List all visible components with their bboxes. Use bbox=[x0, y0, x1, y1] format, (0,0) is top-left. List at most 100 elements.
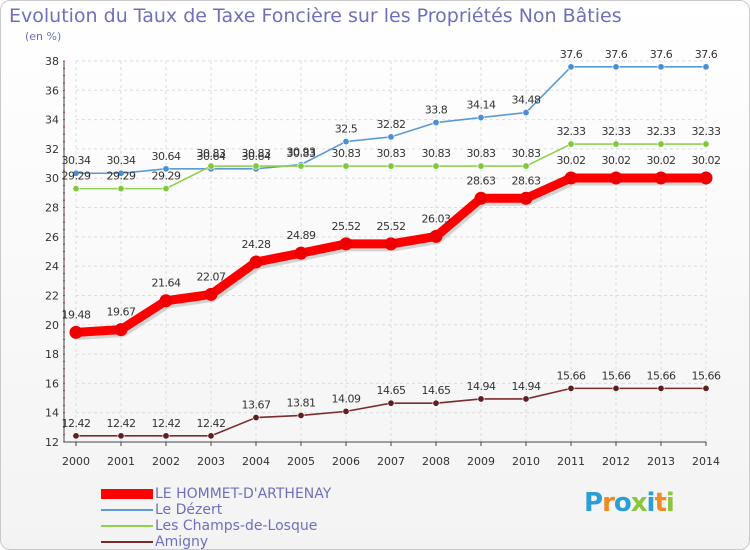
data-point bbox=[387, 162, 395, 170]
data-label: 12.42 bbox=[152, 417, 181, 430]
legend-swatch-hommet bbox=[101, 489, 153, 499]
data-label: 19.48 bbox=[62, 308, 91, 321]
data-label: 22.07 bbox=[197, 270, 226, 283]
logo-letter: r bbox=[602, 488, 615, 518]
data-label: 30.64 bbox=[242, 150, 271, 163]
logo-letter: i bbox=[665, 488, 675, 518]
data-point bbox=[522, 109, 530, 117]
data-label: 19.67 bbox=[107, 306, 136, 319]
data-point bbox=[252, 414, 260, 422]
data-point bbox=[72, 185, 80, 193]
data-label: 12.42 bbox=[62, 417, 91, 430]
data-point bbox=[252, 162, 260, 170]
data-point bbox=[114, 323, 128, 337]
logo-letter: t bbox=[654, 488, 666, 518]
data-point bbox=[297, 411, 305, 419]
data-label: 37.6 bbox=[650, 48, 673, 61]
data-point bbox=[207, 162, 215, 170]
legend-label-champs-de-losque: Les Champs-de-Losque bbox=[155, 518, 318, 534]
x-tick-label: 2007 bbox=[377, 455, 405, 468]
data-label: 30.64 bbox=[197, 150, 226, 163]
y-tick-label: 14 bbox=[45, 407, 59, 420]
data-point bbox=[702, 63, 710, 71]
x-tick-label: 2001 bbox=[107, 455, 135, 468]
data-point bbox=[564, 171, 578, 185]
data-point bbox=[162, 185, 170, 193]
data-point bbox=[387, 133, 395, 141]
data-point bbox=[612, 140, 620, 148]
data-label: 15.66 bbox=[647, 369, 676, 382]
legend-swatch-amigny bbox=[101, 541, 153, 543]
data-point bbox=[522, 162, 530, 170]
data-point bbox=[429, 229, 443, 243]
data-label: 29.29 bbox=[107, 170, 136, 183]
data-point bbox=[609, 171, 623, 185]
data-label: 30.83 bbox=[242, 147, 271, 160]
proxiti-logo: Proxiti bbox=[584, 488, 675, 518]
data-label: 33.8 bbox=[425, 104, 448, 117]
data-point bbox=[69, 325, 83, 339]
data-point bbox=[117, 432, 125, 440]
x-tick-label: 2000 bbox=[62, 455, 90, 468]
data-label: 26.03 bbox=[422, 212, 451, 225]
data-point bbox=[249, 255, 263, 269]
data-point bbox=[339, 237, 353, 251]
data-label: 30.83 bbox=[197, 147, 226, 160]
data-point bbox=[72, 432, 80, 440]
data-point bbox=[699, 171, 713, 185]
data-point bbox=[342, 407, 350, 415]
y-tick-label: 30 bbox=[45, 172, 59, 185]
logo-letter: x bbox=[630, 488, 648, 518]
data-label: 15.66 bbox=[602, 369, 631, 382]
data-point bbox=[387, 399, 395, 407]
x-tick-label: 2012 bbox=[602, 455, 630, 468]
legend-label-le-dezert: Le Dézert bbox=[155, 502, 223, 518]
data-label: 13.81 bbox=[287, 396, 316, 409]
data-label: 32.5 bbox=[335, 123, 358, 136]
y-tick-label: 28 bbox=[45, 202, 59, 215]
data-point bbox=[297, 162, 305, 170]
data-point bbox=[567, 384, 575, 392]
data-label: 30.93 bbox=[287, 146, 316, 159]
data-point bbox=[204, 287, 218, 301]
x-tick-label: 2009 bbox=[467, 455, 495, 468]
data-label: 30.83 bbox=[332, 147, 361, 160]
data-point bbox=[612, 384, 620, 392]
data-label: 25.52 bbox=[377, 220, 406, 233]
data-label: 14.09 bbox=[332, 392, 361, 405]
y-tick-label: 34 bbox=[45, 114, 59, 127]
data-label: 30.02 bbox=[557, 154, 586, 167]
data-point bbox=[207, 432, 215, 440]
data-label: 12.42 bbox=[197, 417, 226, 430]
data-label: 32.33 bbox=[647, 125, 676, 138]
y-tick-label: 20 bbox=[45, 319, 59, 332]
data-label: 13.67 bbox=[242, 399, 271, 412]
logo-letter: i bbox=[646, 488, 656, 518]
chart-subtitle: (en %) bbox=[25, 30, 62, 43]
y-tick-label: 24 bbox=[45, 260, 59, 273]
data-point bbox=[612, 63, 620, 71]
data-label: 25.52 bbox=[332, 220, 361, 233]
data-point bbox=[477, 114, 485, 122]
data-label: 14.94 bbox=[512, 380, 541, 393]
data-point bbox=[474, 191, 488, 205]
data-point bbox=[702, 384, 710, 392]
x-tick-label: 2002 bbox=[152, 455, 180, 468]
data-label: 30.02 bbox=[647, 154, 676, 167]
data-point bbox=[117, 169, 125, 177]
series-shadow bbox=[77, 176, 708, 340]
data-label: 32.33 bbox=[692, 125, 721, 138]
data-label: 34.14 bbox=[467, 99, 496, 112]
data-point bbox=[162, 165, 170, 173]
data-point bbox=[117, 185, 125, 193]
y-tick-label: 22 bbox=[45, 289, 59, 302]
data-label: 32.33 bbox=[602, 125, 631, 138]
logo-letter: o bbox=[613, 488, 632, 518]
data-point bbox=[567, 63, 575, 71]
x-tick-label: 2006 bbox=[332, 455, 360, 468]
data-label: 15.66 bbox=[557, 369, 586, 382]
data-label: 14.65 bbox=[377, 384, 406, 397]
data-label: 30.83 bbox=[512, 147, 541, 160]
data-label: 30.83 bbox=[377, 147, 406, 160]
